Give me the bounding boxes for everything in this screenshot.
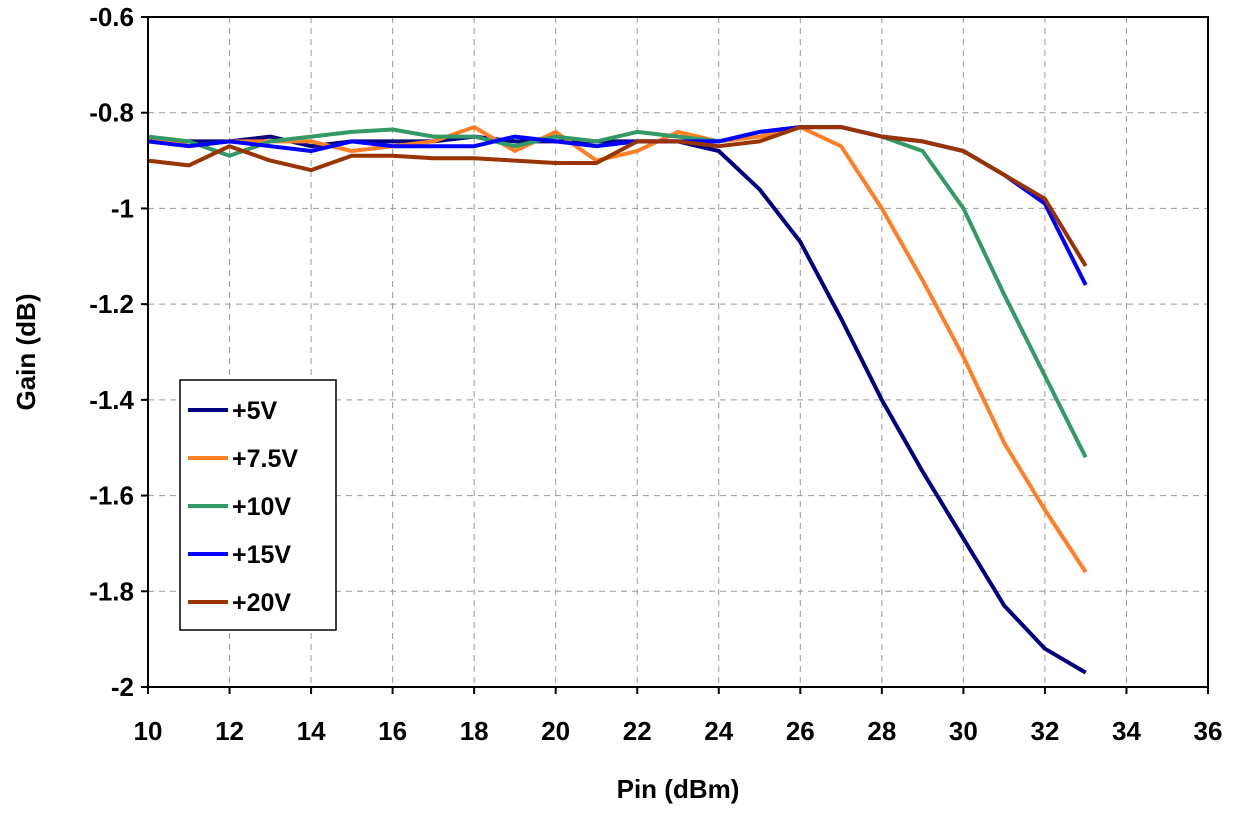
x-tick-label: 16: [378, 716, 407, 746]
legend: +5V +7.5V +10V +15V +20V: [179, 379, 337, 631]
y-tick-label: -1.8: [89, 576, 134, 606]
series-line-3: [147, 125, 1088, 459]
x-tick-label: 26: [786, 716, 815, 746]
x-tick-label: 12: [215, 716, 244, 746]
x-tick-label: 20: [541, 716, 570, 746]
y-tick-label: -1: [111, 193, 134, 223]
x-tick-label: 24: [704, 716, 733, 746]
legend-label: +7.5V: [232, 445, 298, 473]
x-tick-label: 22: [623, 716, 652, 746]
x-tick-label: 14: [297, 716, 326, 746]
legend-label: +5V: [232, 397, 278, 425]
y-tick-label: -1.2: [89, 289, 134, 319]
x-tick-label: 10: [134, 716, 163, 746]
series-lines: [147, 125, 1088, 675]
x-tick-label: 28: [867, 716, 896, 746]
y-tick-label: -0.6: [89, 2, 134, 32]
x-tick-label: 32: [1030, 716, 1059, 746]
y-tick-label: -2: [111, 672, 134, 702]
x-axis-title: Pin (dBm): [617, 774, 740, 804]
y-tick-label: -1.6: [89, 481, 134, 511]
legend-label: +20V: [232, 589, 291, 617]
series-line-1: [148, 134, 1087, 675]
series-line-5: [147, 125, 1088, 267]
x-tick-label: 18: [460, 716, 489, 746]
y-tick-label: -0.8: [89, 98, 134, 128]
series-line-2: [147, 125, 1088, 574]
x-tick-label: 36: [1194, 716, 1223, 746]
y-axis-title: Gain (dB): [11, 294, 41, 411]
plot-area-frame: [147, 16, 1209, 688]
legend-label: +10V: [232, 493, 291, 521]
x-tick-label: 34: [1112, 716, 1141, 746]
legend-label: +15V: [232, 541, 291, 569]
y-tick-label: -1.4: [89, 385, 134, 415]
axis-ticks: 10 12 14 16 18 20 22 24 26 28 30 32 34 36 -2 -1.8 -1.6 -1…: [89, 2, 1222, 746]
x-tick-label: 30: [949, 716, 978, 746]
